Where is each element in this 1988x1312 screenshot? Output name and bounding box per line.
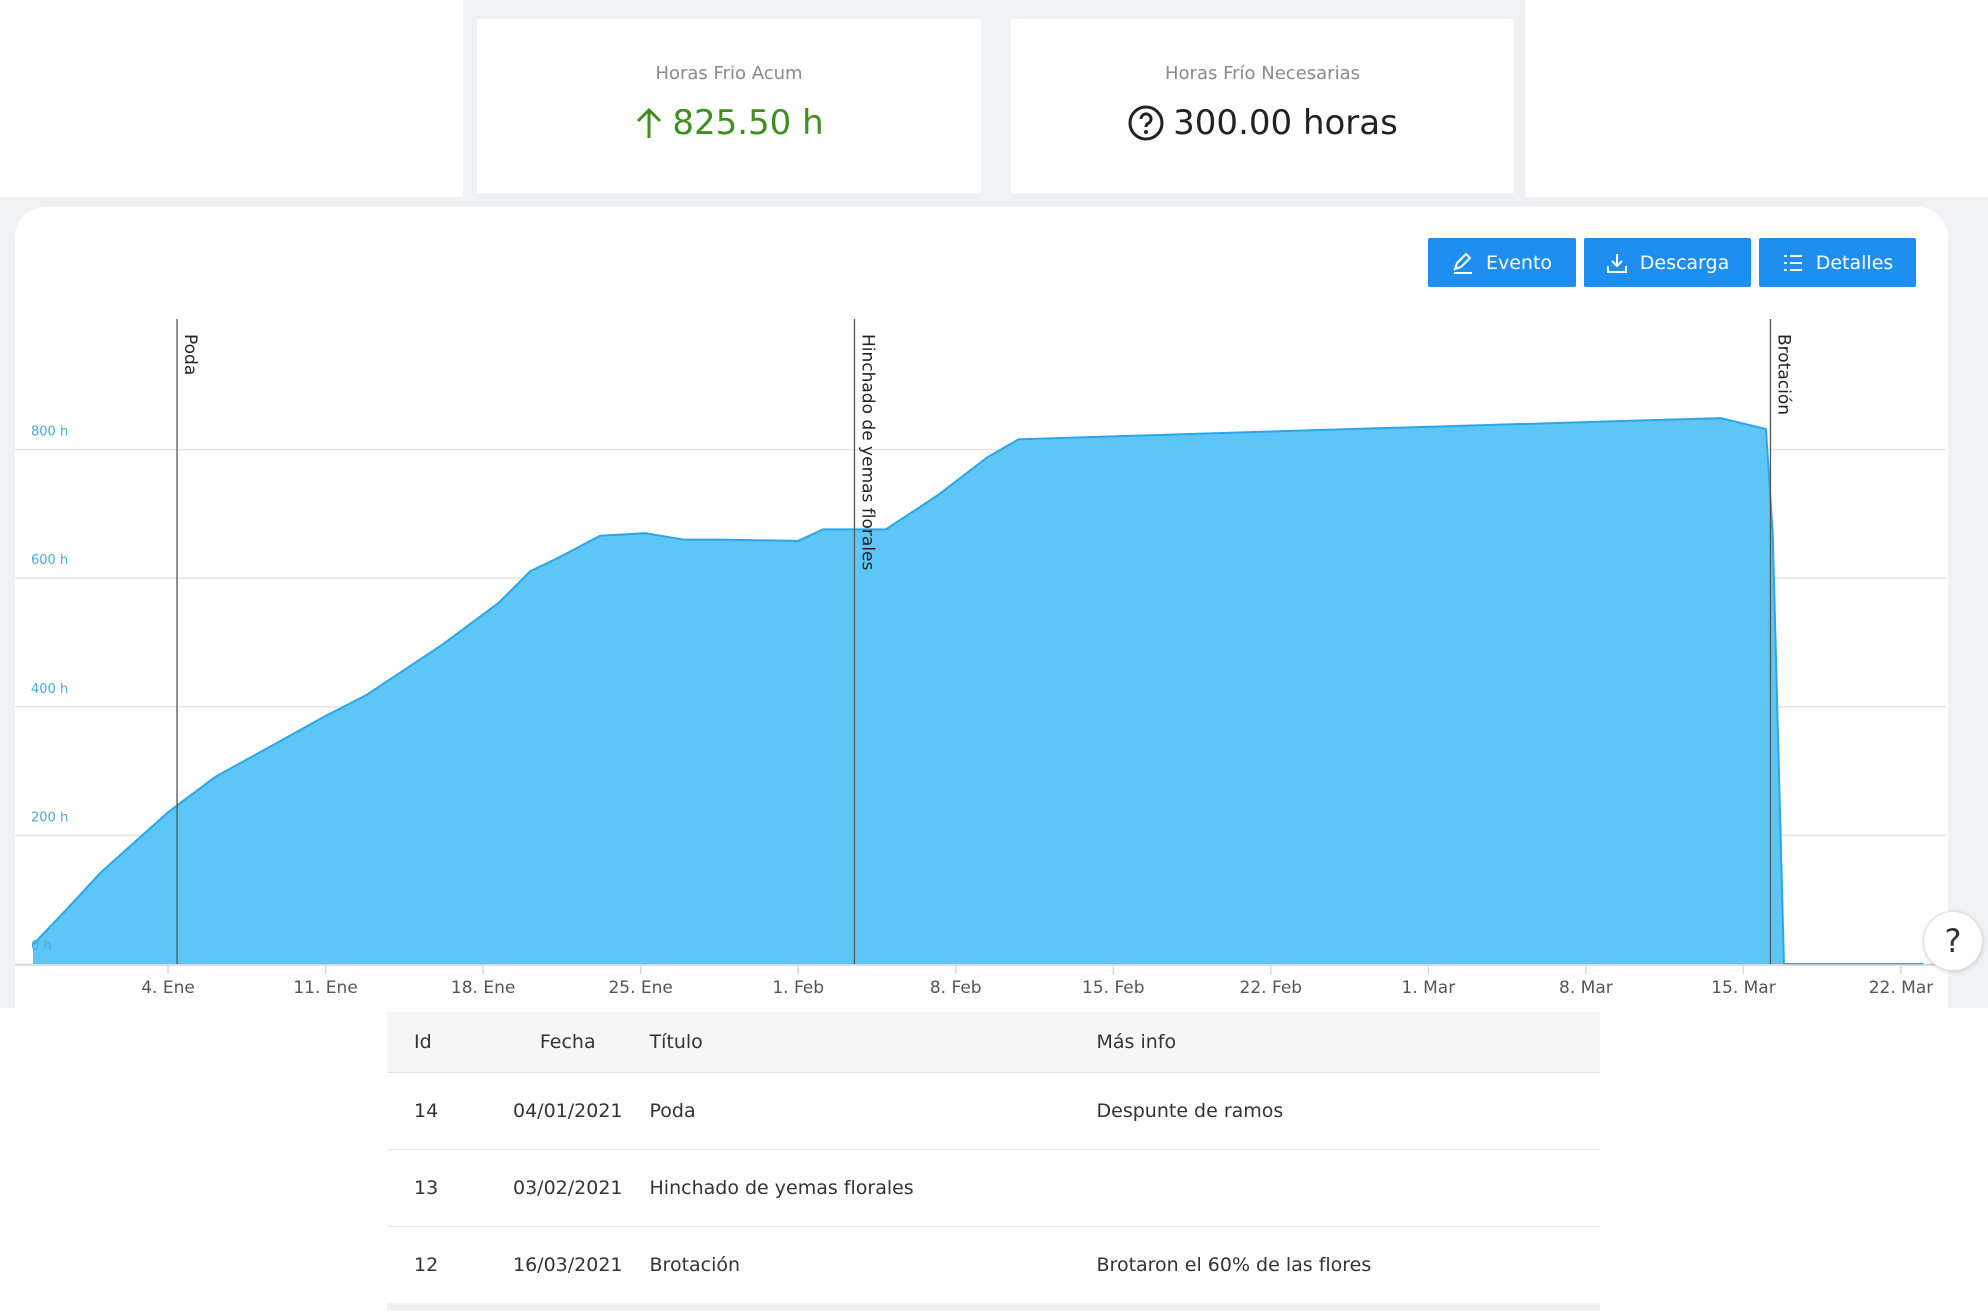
event-label: Hinchado de yemas florales — [857, 334, 877, 571]
area-line — [32, 417, 1924, 965]
table-cell: Hinchado de yemas florales — [622, 1149, 1070, 1227]
table-cell: Brotaron el 60% de las flores — [1069, 1226, 1600, 1311]
table-cell: Poda — [622, 1072, 1070, 1150]
download-icon — [1606, 253, 1627, 273]
details-button[interactable]: Detalles — [1759, 238, 1916, 287]
stat-value: 825.50 h — [672, 103, 824, 143]
y-tick-label: 0 h — [31, 939, 52, 954]
download-button[interactable]: Descarga — [1584, 238, 1751, 287]
table-row: 12 16/03/2021 Brotación Brotaron el 60% de … — [387, 1226, 1600, 1311]
event-label: Brotación — [1773, 334, 1793, 415]
event-label: Poda — [180, 334, 200, 375]
y-tick-label: 400 h — [31, 682, 68, 697]
x-tick-label: 1. Feb — [772, 978, 824, 998]
event-button[interactable]: Evento — [1428, 238, 1576, 287]
list-icon — [1783, 254, 1802, 271]
x-tick-label: 8. Feb — [930, 978, 982, 998]
stat-value-row: 300.00 horas — [1011, 103, 1514, 143]
stat-value-row: 825.50 h — [477, 103, 981, 143]
chart: 0 h 200 h 400 h 600 h 800 h 4. Ene 11. Ene 18. … — [15, 319, 1946, 998]
x-tick-label: 15. Feb — [1082, 978, 1145, 998]
events-table: Id Fecha Título Más info 14 04/01/2021 Poda De… — [387, 1012, 1600, 1311]
help-button[interactable]: ? — [1923, 911, 1983, 971]
stat-label: Horas Frío Necesarias — [1165, 63, 1360, 84]
table-header-cell: Más info — [1069, 1012, 1600, 1073]
question-icon — [1128, 105, 1164, 141]
stat-value: 300.00 horas — [1173, 103, 1398, 143]
table-cell: 12 — [387, 1226, 486, 1311]
x-tick-label: 4. Ene — [141, 978, 195, 998]
button-label: Descarga — [1639, 251, 1730, 274]
x-tick-label: 18. Ene — [451, 978, 515, 998]
table-cell: 03/02/2021 — [486, 1149, 623, 1227]
table-cell: 13 — [387, 1149, 486, 1227]
button-label: Evento — [1485, 251, 1553, 274]
x-tick-label: 1. Mar — [1402, 978, 1456, 998]
stat-label: Horas Frio Acum — [655, 63, 803, 84]
x-tick-label: 22. Feb — [1240, 978, 1303, 998]
x-tick-label: 11. Ene — [293, 978, 357, 998]
y-tick-label: 600 h — [31, 553, 68, 568]
table-cell: 14 — [387, 1072, 486, 1150]
table-cell — [1069, 1149, 1600, 1227]
x-tick-label: 8. Mar — [1559, 978, 1613, 998]
y-tick-label: 800 h — [31, 425, 68, 440]
table-cell: 16/03/2021 — [486, 1226, 623, 1311]
button-label: Detalles — [1815, 251, 1894, 274]
table-row: 13 03/02/2021 Hinchado de yemas florales — [387, 1149, 1600, 1227]
table-row: 14 04/01/2021 Poda Despunte de ramos — [387, 1072, 1600, 1150]
table-header-row: Id Fecha Título Más info — [387, 1012, 1600, 1073]
stat-card: Horas Frio Acum 825.50 h — [477, 19, 981, 193]
table-body: 14 04/01/2021 Poda Despunte de ramos 13 03/02… — [387, 1072, 1600, 1311]
x-tick-label: 15. Mar — [1711, 978, 1776, 998]
table-header-cell: Fecha — [486, 1012, 623, 1073]
table-header-cell: Id — [387, 1012, 486, 1073]
table-cell: Brotación — [622, 1226, 1070, 1311]
pencil-icon — [1453, 252, 1472, 274]
area — [33, 418, 1924, 964]
stat-card: Horas Frío Necesarias 300.00 horas — [1011, 19, 1514, 193]
y-tick-label: 200 h — [31, 810, 68, 825]
arrow-up-icon — [637, 107, 662, 138]
table-cell: 04/01/2021 — [486, 1072, 623, 1150]
table-cell: Despunte de ramos — [1069, 1072, 1600, 1150]
table-header-cell: Título — [622, 1012, 1070, 1073]
x-tick-label: 22. Mar — [1869, 978, 1934, 998]
x-tick-label: 25. Ene — [608, 978, 672, 998]
